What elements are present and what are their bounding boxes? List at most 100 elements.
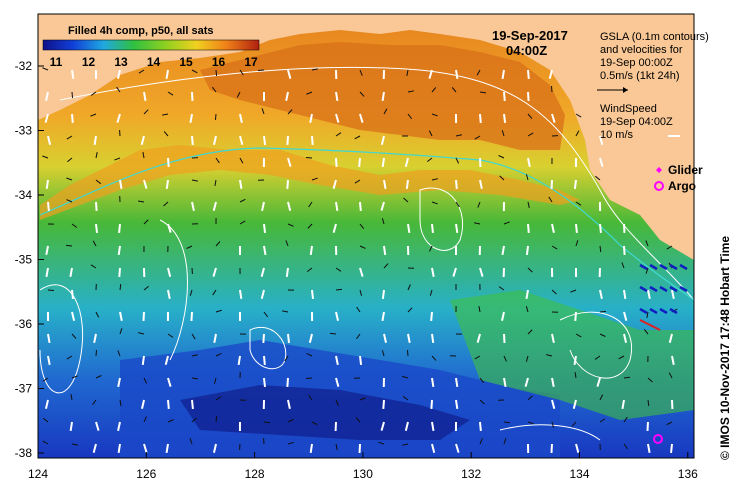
- wind-arrow: [237, 355, 241, 366]
- current-arrow: [570, 289, 577, 293]
- glider-trajectory-segment: [669, 263, 678, 271]
- current-arrow: [167, 333, 174, 338]
- current-arrow: [455, 201, 460, 208]
- current-arrow: [599, 245, 602, 253]
- current-arrow: [90, 264, 97, 269]
- current-arrow: [311, 68, 318, 71]
- wind-arrow: [452, 267, 457, 277]
- wind-arrow: [116, 113, 121, 123]
- current-arrow: [618, 355, 625, 360]
- current-arrow: [116, 86, 121, 93]
- wind-arrow: [623, 333, 628, 343]
- current-arrow: [354, 179, 361, 184]
- wind-arrow: [212, 267, 217, 277]
- current-arrow: [119, 283, 122, 291]
- current-arrow: [42, 67, 49, 71]
- lon-tick-label: 130: [353, 467, 373, 481]
- current-arrow: [474, 222, 481, 225]
- colorbar-tick-17: 17: [244, 55, 258, 69]
- current-arrow: [455, 134, 462, 137]
- wind-arrow: [431, 223, 434, 234]
- wind-arrow: [359, 355, 363, 366]
- wind-arrow: [668, 333, 673, 343]
- wind-arrow: [167, 289, 171, 300]
- glider-trajectory-segment: [639, 285, 648, 293]
- map-time: 04:00Z: [506, 43, 547, 58]
- current-arrow: [476, 69, 481, 76]
- current-arrow: [66, 355, 73, 360]
- current-arrow: [599, 418, 606, 423]
- current-arrow: [503, 355, 507, 362]
- current-arrow: [383, 108, 388, 115]
- wind-arrow: [527, 157, 531, 168]
- wind-arrow: [476, 333, 481, 343]
- current-arrow: [527, 329, 533, 335]
- current-arrow: [95, 311, 100, 318]
- wind-arrow: [117, 245, 121, 256]
- wind-arrow: [167, 377, 172, 387]
- wind-arrow: [380, 421, 385, 431]
- wind-arrow: [47, 201, 50, 212]
- wind-arrow: [501, 245, 505, 256]
- wind-arrow: [431, 333, 435, 344]
- current-arrow: [71, 223, 78, 228]
- wind-arrow: [503, 113, 507, 124]
- wind-arrow: [47, 355, 51, 366]
- current-arrow: [479, 377, 485, 383]
- wind-arrow: [117, 443, 121, 454]
- wind-arrow: [93, 135, 97, 146]
- wind-arrow: [191, 135, 194, 146]
- wind-arrow: [405, 179, 409, 190]
- wind-arrow: [263, 377, 266, 388]
- current-arrow: [575, 113, 582, 118]
- current-arrow: [42, 440, 49, 445]
- current-arrow: [335, 288, 343, 291]
- wind-arrow: [119, 179, 123, 190]
- wind-arrow: [239, 179, 243, 190]
- colorbar-tick-labels: 11 12 13 14 15 16 17: [50, 55, 258, 69]
- wind-arrow: [404, 157, 409, 167]
- current-arrow: [114, 157, 121, 161]
- wind-arrow: [165, 443, 169, 454]
- current-arrow: [527, 395, 533, 401]
- glider-legend-label: Glider: [668, 163, 703, 177]
- current-arrow: [548, 196, 553, 203]
- current-arrow: [407, 90, 414, 93]
- wind-arrow: [599, 289, 603, 300]
- wind-arrow: [287, 157, 292, 167]
- current-arrow: [42, 377, 49, 382]
- wind-arrow: [551, 333, 555, 344]
- current-arrow: [429, 289, 433, 296]
- wind-arrow: [263, 245, 267, 256]
- current-arrow: [214, 179, 217, 186]
- wind-arrow: [287, 333, 291, 344]
- wind-arrow: [285, 91, 289, 102]
- wind-arrow: [383, 245, 387, 256]
- wind-arrow: [167, 399, 170, 410]
- current-arrow: [119, 399, 122, 406]
- current-arrow: [191, 179, 198, 182]
- current-arrow: [239, 157, 244, 164]
- current-arrow: [191, 69, 198, 74]
- current-arrow: [356, 333, 361, 340]
- current-arrow: [311, 421, 318, 426]
- wind-arrow: [285, 267, 289, 278]
- current-arrow: [95, 179, 102, 185]
- glider-trajectory-segment: [679, 263, 688, 271]
- wind-arrow: [119, 311, 123, 322]
- wind-arrow: [213, 333, 217, 344]
- wind-arrow: [479, 113, 482, 124]
- current-arrow: [143, 377, 148, 384]
- current-arrow: [551, 289, 557, 295]
- wind-arrow: [428, 69, 433, 79]
- wind-arrow: [646, 421, 649, 432]
- wind-arrow: [191, 399, 194, 410]
- current-arrow: [647, 399, 650, 407]
- current-arrow: [402, 396, 409, 401]
- wind-arrow: [45, 179, 49, 190]
- current-arrow: [239, 198, 246, 203]
- wind-arrow: [380, 135, 385, 145]
- current-arrow: [308, 201, 313, 208]
- colorbar-tick-14: 14: [147, 55, 161, 69]
- current-arrow: [503, 438, 507, 445]
